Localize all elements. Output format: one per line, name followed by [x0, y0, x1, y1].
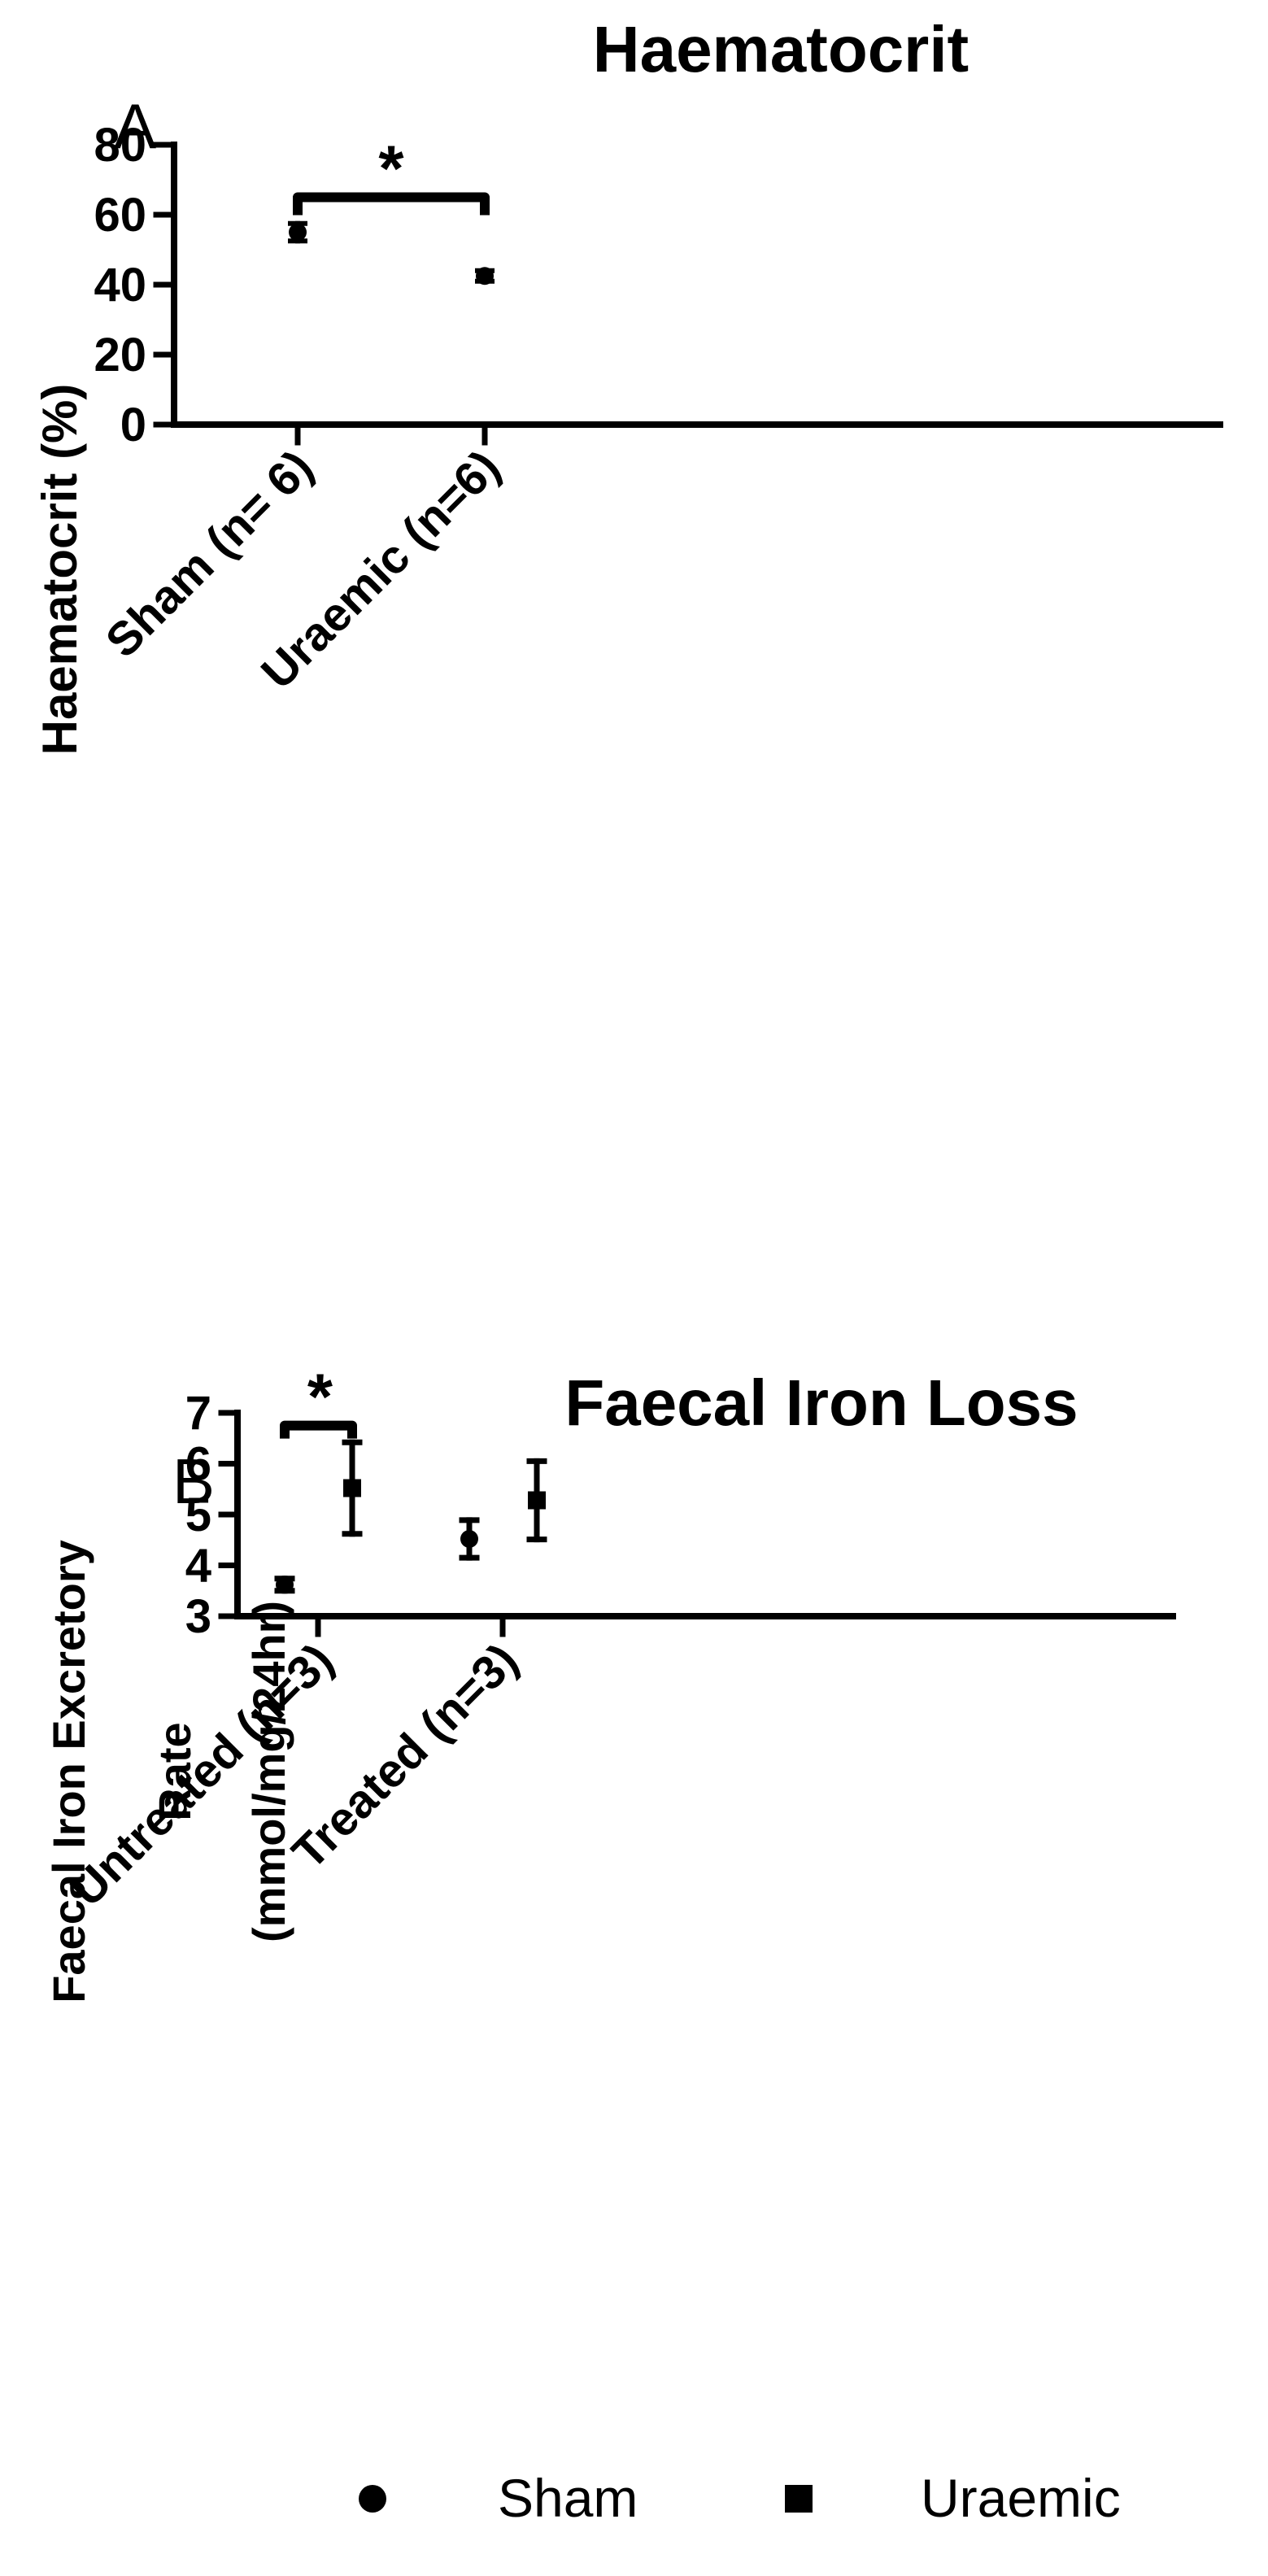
panel-b-y-axis-label-line-3: (mmol/mg/24hr)	[243, 1601, 294, 1942]
panel-a-significance-bracket: *	[293, 133, 490, 216]
panel-a-y-ticks: 0 20 40 60 80	[94, 119, 177, 451]
panel-a-y-tick-label: 20	[94, 329, 146, 381]
panel-b-bracket-line	[280, 1420, 357, 1439]
panel-a-y-tick-label: 60	[94, 189, 146, 242]
panel-a-points	[288, 220, 495, 285]
panel-a-axes	[171, 142, 1223, 428]
panel-b-y-tick-label: 6	[185, 1438, 211, 1491]
panel-b-significance-bracket: *	[280, 1361, 357, 1439]
panel-b-y-tick-label: 4	[185, 1540, 211, 1593]
panel-a: Haematocrit A Haematocrit (%) 020406080 …	[33, 13, 1223, 756]
panel-b-point	[528, 1491, 546, 1510]
panel-b-significance: *	[280, 1361, 357, 1439]
panel-a-y-tick-label: 0	[120, 399, 146, 451]
legend-sham-label: Sham	[498, 2468, 638, 2528]
panel-b-y-axis-label-line-2: Rate	[149, 1722, 200, 1820]
panel-b-letter: B	[172, 1445, 215, 1517]
panel-b-point	[460, 1530, 478, 1548]
panel-b-category-label: Untreated (n=3)	[60, 1633, 343, 1916]
panel-b-y-tick-label: 3	[185, 1590, 211, 1643]
panel-b-point	[343, 1479, 361, 1497]
panel-b: Faecal Iron Loss B Faecal Iron Excretory…	[43, 1361, 1176, 2003]
panel-b-point	[276, 1576, 294, 1594]
legend-uraemic-label: Uraemic	[921, 2468, 1121, 2528]
legend: Sham Uraemic	[359, 2468, 1121, 2528]
panel-a-y-axis-label: Haematocrit (%)	[33, 384, 87, 756]
panel-a-y-tick-label: 40	[94, 259, 146, 312]
panel-b-title: Faecal Iron Loss	[564, 1366, 1078, 1439]
panel-a-significance-star: *	[378, 133, 404, 205]
panel-b-y-tick-label: 5	[185, 1489, 211, 1541]
panel-a-x-ticks: Sham (n= 6)Uraemic (n=6)	[96, 421, 510, 700]
legend-uraemic-marker	[785, 2485, 813, 2513]
panel-a-bracket-line	[293, 192, 490, 216]
panel-a-significance: *	[293, 133, 490, 216]
panel-b-axes	[234, 1410, 1176, 1619]
panel-b-y-axis-label-line-1: Faecal Iron Excretory	[43, 1540, 94, 2003]
panel-b-points	[274, 1439, 547, 1594]
legend-sham-marker	[359, 2485, 386, 2513]
panel-a-y-tick-label: 80	[94, 119, 146, 172]
panel-a-point	[476, 267, 494, 285]
panel-b-y-tick-label: 7	[185, 1387, 211, 1440]
panel-b-y-axis-label: Faecal Iron Excretory Rate (mmol/mg/24hr…	[43, 1540, 294, 2003]
panel-a-point	[289, 223, 307, 242]
panel-a-letter: A	[114, 90, 156, 162]
panel-a-title: Haematocrit	[593, 13, 969, 85]
panel-b-significance-star: *	[307, 1361, 333, 1433]
